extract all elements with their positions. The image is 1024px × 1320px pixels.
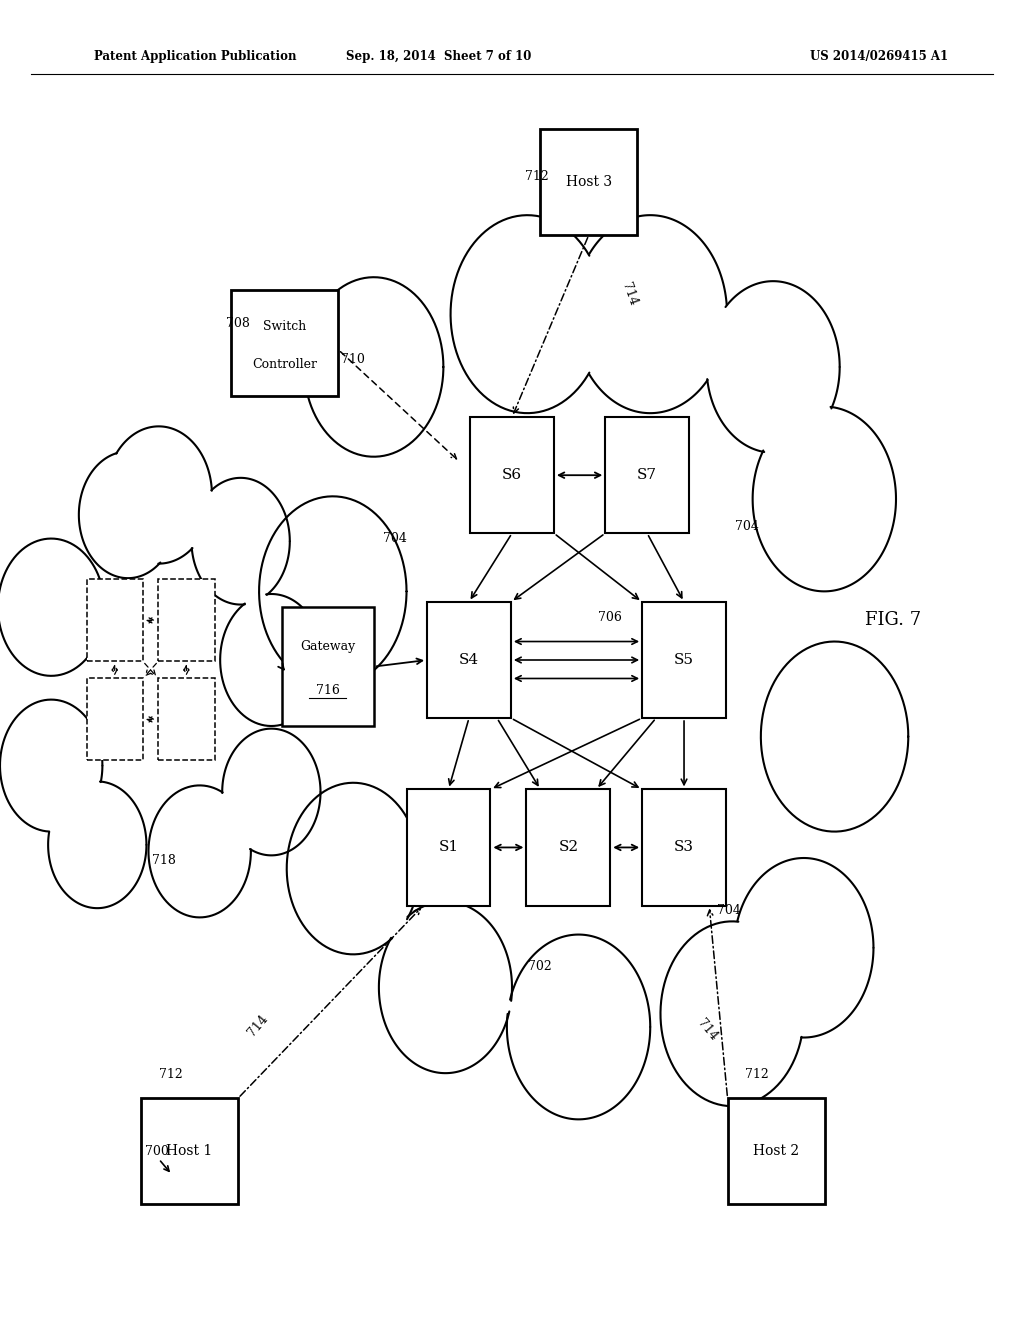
Text: 702: 702 bbox=[527, 960, 552, 973]
Text: S3: S3 bbox=[674, 841, 694, 854]
Text: US 2014/0269415 A1: US 2014/0269415 A1 bbox=[810, 50, 947, 63]
Text: S5: S5 bbox=[674, 653, 694, 667]
Text: 704: 704 bbox=[717, 904, 740, 917]
Bar bbox=[470, 417, 554, 533]
Text: Host 3: Host 3 bbox=[565, 176, 612, 189]
Text: S2: S2 bbox=[558, 841, 579, 854]
Bar bbox=[141, 1098, 238, 1204]
Bar bbox=[86, 579, 143, 661]
Bar bbox=[231, 290, 338, 396]
Bar bbox=[727, 1098, 825, 1204]
Bar bbox=[642, 789, 726, 906]
Text: 704: 704 bbox=[383, 532, 407, 545]
Text: S1: S1 bbox=[438, 841, 459, 854]
Text: 704: 704 bbox=[735, 520, 759, 533]
Text: 700: 700 bbox=[145, 1144, 169, 1158]
Text: 706: 706 bbox=[598, 611, 622, 624]
Bar bbox=[158, 678, 215, 760]
Text: 714: 714 bbox=[694, 1016, 720, 1043]
Text: Host 1: Host 1 bbox=[166, 1144, 213, 1158]
Bar bbox=[526, 789, 610, 906]
Text: Controller: Controller bbox=[252, 358, 317, 371]
Bar bbox=[407, 789, 490, 906]
Text: Gateway: Gateway bbox=[300, 640, 355, 653]
Text: 716: 716 bbox=[315, 684, 340, 697]
Text: Sep. 18, 2014  Sheet 7 of 10: Sep. 18, 2014 Sheet 7 of 10 bbox=[345, 50, 531, 63]
Bar bbox=[642, 602, 726, 718]
Bar bbox=[427, 602, 511, 718]
Text: FIG. 7: FIG. 7 bbox=[865, 611, 922, 630]
Text: 708: 708 bbox=[226, 317, 250, 330]
Text: 714: 714 bbox=[620, 281, 640, 308]
Text: 712: 712 bbox=[745, 1068, 769, 1081]
Text: 718: 718 bbox=[152, 854, 175, 867]
Bar bbox=[282, 607, 374, 726]
Text: 714: 714 bbox=[246, 1012, 271, 1039]
Text: Patent Application Publication: Patent Application Publication bbox=[94, 50, 297, 63]
Text: 710: 710 bbox=[341, 352, 365, 366]
Text: 712: 712 bbox=[159, 1068, 182, 1081]
Bar bbox=[541, 129, 637, 235]
Bar bbox=[605, 417, 689, 533]
Text: S4: S4 bbox=[459, 653, 479, 667]
Text: S6: S6 bbox=[502, 469, 522, 482]
Text: Switch: Switch bbox=[263, 319, 306, 333]
Bar bbox=[86, 678, 143, 760]
Bar bbox=[158, 579, 215, 661]
Text: Host 2: Host 2 bbox=[753, 1144, 800, 1158]
Text: S7: S7 bbox=[637, 469, 657, 482]
Text: 712: 712 bbox=[525, 170, 549, 183]
